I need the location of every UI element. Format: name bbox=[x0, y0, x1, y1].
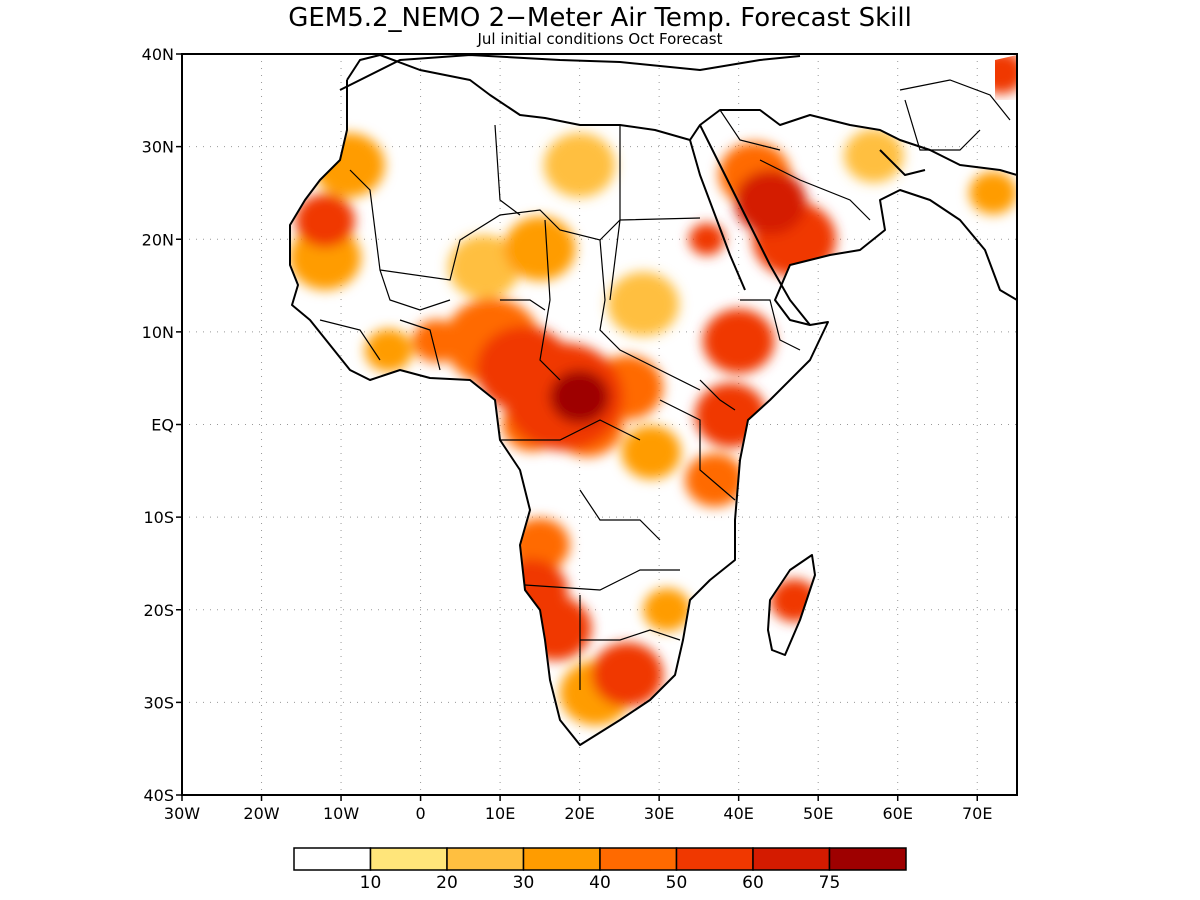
colorbar-label: 40 bbox=[589, 873, 611, 893]
lat-tick-label: 10N bbox=[142, 323, 174, 342]
lon-tick-label: 20E bbox=[564, 804, 594, 823]
colorbar-swatch bbox=[446, 847, 525, 871]
lat-tick-label: EQ bbox=[151, 416, 174, 435]
lon-tick-label: 10W bbox=[323, 804, 359, 823]
skill-region bbox=[519, 596, 592, 661]
skill-region bbox=[702, 308, 775, 374]
colorbar-swatch bbox=[752, 847, 831, 871]
colorbar-label: 50 bbox=[666, 873, 688, 893]
colorbar-legend: 10 20 30 40 50 60 75 bbox=[293, 847, 907, 893]
colorbar-label: 30 bbox=[513, 873, 535, 893]
skill-region bbox=[684, 453, 745, 507]
figure-subtitle: Jul initial conditions Oct Forecast bbox=[477, 30, 723, 48]
lon-tick-label: 30W bbox=[164, 804, 200, 823]
skill-region bbox=[969, 171, 1017, 215]
coastlines bbox=[289, 54, 1017, 746]
colorbar-swatch bbox=[828, 847, 907, 871]
lon-tick-label: 0 bbox=[415, 804, 425, 823]
skill-region bbox=[543, 132, 616, 198]
skill-region bbox=[694, 383, 767, 448]
colorbar-label: 10 bbox=[360, 873, 382, 893]
lon-tick-label: 70E bbox=[962, 804, 992, 823]
colorbar-swatch bbox=[599, 847, 678, 871]
lon-tick-label: 50E bbox=[803, 804, 833, 823]
colorbar-label: 60 bbox=[742, 873, 764, 893]
skill-region bbox=[734, 169, 807, 235]
lat-tick-label: 20N bbox=[142, 230, 174, 249]
skill-region bbox=[621, 425, 682, 480]
lon-tick-label: 40E bbox=[723, 804, 753, 823]
skill-region bbox=[313, 132, 385, 198]
figure-title: GEM5.2_NEMO 2−Meter Air Temp. Forecast S… bbox=[288, 3, 912, 33]
lat-tick-label: 30S bbox=[143, 693, 174, 712]
lat-tick-label: 10S bbox=[143, 508, 174, 527]
colorbar-label: 20 bbox=[436, 873, 458, 893]
lat-tick-label: 30N bbox=[142, 138, 174, 157]
skill-region bbox=[510, 518, 570, 572]
skill-region bbox=[607, 271, 680, 337]
skill-region bbox=[476, 325, 572, 412]
colorbar-swatch bbox=[675, 847, 754, 871]
skill-region bbox=[549, 369, 610, 424]
lat-tick-label: 20S bbox=[143, 601, 174, 620]
lat-tick-label: 40S bbox=[143, 786, 174, 805]
skill-region bbox=[591, 642, 664, 707]
colorbar-label: 75 bbox=[819, 873, 841, 893]
forecast-skill-shading bbox=[290, 55, 1017, 726]
skill-region bbox=[643, 588, 691, 632]
country-borders bbox=[319, 79, 1011, 690]
lon-tick-label: 60E bbox=[882, 804, 912, 823]
skill-region bbox=[448, 234, 520, 300]
skill-region bbox=[364, 328, 413, 372]
skill-region bbox=[844, 129, 904, 183]
skill-region bbox=[688, 223, 725, 256]
colorbar-swatch bbox=[293, 847, 372, 871]
colorbar-swatch bbox=[522, 847, 601, 871]
skill-region bbox=[504, 216, 576, 281]
lon-tick-label: 20W bbox=[243, 804, 279, 823]
longitude-axis: 30W 20W 10W 0 10E 20E 30E 40E 50E 60E 70E bbox=[164, 795, 992, 823]
skill-region bbox=[295, 193, 355, 248]
colorbar-swatch bbox=[369, 847, 448, 871]
latitude-axis: 40N 30N 20N 10N EQ 10S 20S 30S 40S bbox=[142, 45, 182, 805]
lon-tick-label: 10E bbox=[485, 804, 515, 823]
lat-tick-label: 40N bbox=[142, 45, 174, 64]
skill-region bbox=[412, 319, 461, 363]
lon-tick-label: 30E bbox=[644, 804, 674, 823]
